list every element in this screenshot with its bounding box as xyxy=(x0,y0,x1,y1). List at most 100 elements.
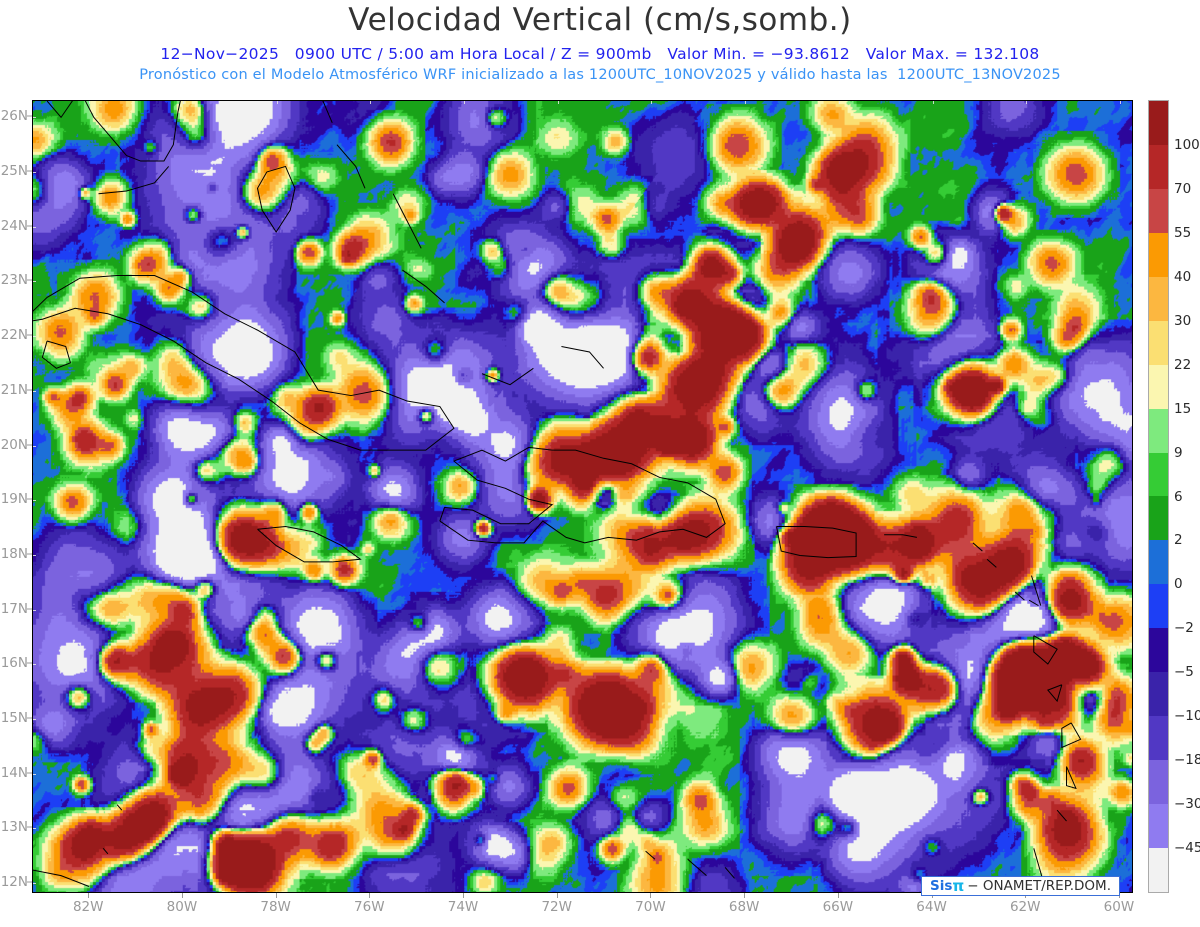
x-axis-tick-mark xyxy=(556,893,558,898)
coastline-path xyxy=(1033,848,1044,882)
coastline-path xyxy=(561,345,604,369)
colorbar-band xyxy=(1149,276,1168,321)
coastline-path xyxy=(1061,722,1082,749)
colorbar-tick-label: 55 xyxy=(1174,224,1192,241)
colorbar-band xyxy=(1149,847,1168,892)
gridline-horizontal xyxy=(33,828,1132,830)
y-axis-tick-mark xyxy=(27,881,32,883)
x-axis-tick-label: 78W xyxy=(260,899,291,915)
x-axis-tick-label: 76W xyxy=(354,899,385,915)
colorbar-band xyxy=(1149,320,1168,365)
coastline-path xyxy=(98,166,170,195)
coastline-path xyxy=(116,804,123,811)
y-axis-tick-label: 18N xyxy=(0,545,28,562)
colorbar-tick-label: −10 xyxy=(1174,708,1200,725)
y-axis-tick-label: 23N xyxy=(0,272,28,289)
gridline-horizontal xyxy=(33,336,1132,338)
coastline-path xyxy=(439,446,726,544)
colorbar-band xyxy=(1149,496,1168,541)
gridline-horizontal xyxy=(33,445,1132,447)
gridline-vertical xyxy=(182,101,184,892)
x-axis-tick-label: 82W xyxy=(72,899,104,915)
gridline-vertical xyxy=(89,101,91,892)
gridline-vertical xyxy=(838,101,840,892)
y-axis-tick-label: 13N xyxy=(0,819,28,836)
x-axis-tick-mark xyxy=(744,893,746,898)
y-axis-tick-label: 22N xyxy=(0,327,28,344)
y-axis-tick-mark xyxy=(27,662,32,664)
coastline-path xyxy=(687,858,707,877)
x-axis-tick-mark xyxy=(275,893,277,898)
coastline-path xyxy=(972,542,983,552)
colorbar-band xyxy=(1149,760,1168,804)
colorbar-band xyxy=(1149,628,1168,673)
x-axis-tick-label: 70W xyxy=(635,899,666,915)
coastline-path xyxy=(1066,766,1077,790)
colorbar-band xyxy=(1149,144,1168,189)
coastline-path xyxy=(33,869,90,887)
gridline-horizontal xyxy=(33,226,1132,228)
gridline-horizontal xyxy=(33,883,1132,885)
map-plot-area xyxy=(32,100,1133,893)
subtitle-line-2: Pronóstico con el Modelo Atmosférico WRF… xyxy=(139,67,1061,83)
colorbar-tick-label: −30 xyxy=(1174,796,1200,813)
y-axis-tick-mark xyxy=(27,498,32,500)
x-axis-tick-label: 68W xyxy=(728,899,760,915)
y-axis-tick-mark xyxy=(27,608,32,610)
y-axis-tick-label: 26N xyxy=(0,108,28,125)
watermark-sis: Sis xyxy=(930,878,953,894)
y-axis-tick-mark xyxy=(27,115,32,117)
gridline-horizontal xyxy=(33,172,1132,174)
colorbar-tick-label: 70 xyxy=(1174,180,1192,197)
gridline-horizontal xyxy=(33,554,1132,556)
y-axis-tick-mark xyxy=(27,170,32,172)
y-axis-tick-label: 15N xyxy=(0,709,28,726)
colorbar-band xyxy=(1149,452,1168,497)
gridline-horizontal xyxy=(33,718,1132,720)
coastline-path xyxy=(46,101,181,162)
colorbar-band xyxy=(1149,584,1168,629)
coastline-overlay xyxy=(33,101,1082,887)
colorbar-tick-label: 9 xyxy=(1174,444,1183,461)
coastline-path xyxy=(1028,599,1039,607)
subtitle-line-1: 12−Nov−2025 0900 UTC / 5:00 am Hora Loca… xyxy=(160,45,1040,63)
x-axis-tick-label: 72W xyxy=(541,899,572,915)
gridline-horizontal xyxy=(33,773,1132,775)
y-axis-tick-label: 12N xyxy=(0,874,28,891)
colorbar-tick-label: 15 xyxy=(1174,400,1192,417)
coastline-path xyxy=(776,526,857,559)
y-axis-tick-label: 24N xyxy=(0,217,28,234)
y-axis-tick-mark xyxy=(27,279,32,281)
x-axis-tick-mark xyxy=(369,893,371,898)
vertical-velocity-field xyxy=(33,101,1132,892)
coastline-path xyxy=(481,367,534,386)
y-axis-tick-label: 14N xyxy=(0,764,28,781)
coastline-path xyxy=(645,850,656,860)
x-axis-tick-mark xyxy=(837,893,839,898)
colorbar-tick-label: 40 xyxy=(1174,268,1192,285)
x-axis-tick-label: 60W xyxy=(1103,899,1135,915)
coastline-path xyxy=(1014,591,1025,601)
coastline-path xyxy=(1056,809,1067,822)
gridline-vertical xyxy=(276,101,278,892)
y-axis-tick-mark xyxy=(27,826,32,828)
coastline-path xyxy=(321,101,333,124)
y-axis-tick-label: 20N xyxy=(0,436,28,453)
coastline-path xyxy=(724,867,735,879)
watermark-pi-icon: π xyxy=(952,877,965,895)
x-axis-tick-mark xyxy=(88,893,90,898)
y-axis-tick-mark xyxy=(27,717,32,719)
coastline-path xyxy=(41,340,72,369)
coastline-path xyxy=(33,275,455,451)
colorbar-tick-label: 0 xyxy=(1174,576,1183,593)
x-axis-tick-label: 74W xyxy=(447,899,479,915)
coastline-path xyxy=(1047,684,1063,703)
gridline-vertical xyxy=(370,101,372,892)
coastline-path xyxy=(102,847,109,855)
gridline-horizontal xyxy=(33,390,1132,392)
gridline-vertical xyxy=(651,101,653,892)
colorbar-tick-label: −5 xyxy=(1174,664,1194,681)
x-axis-tick-mark xyxy=(463,893,465,898)
colorbar-tick-label: −2 xyxy=(1174,620,1194,637)
x-axis-tick-mark xyxy=(181,893,183,898)
